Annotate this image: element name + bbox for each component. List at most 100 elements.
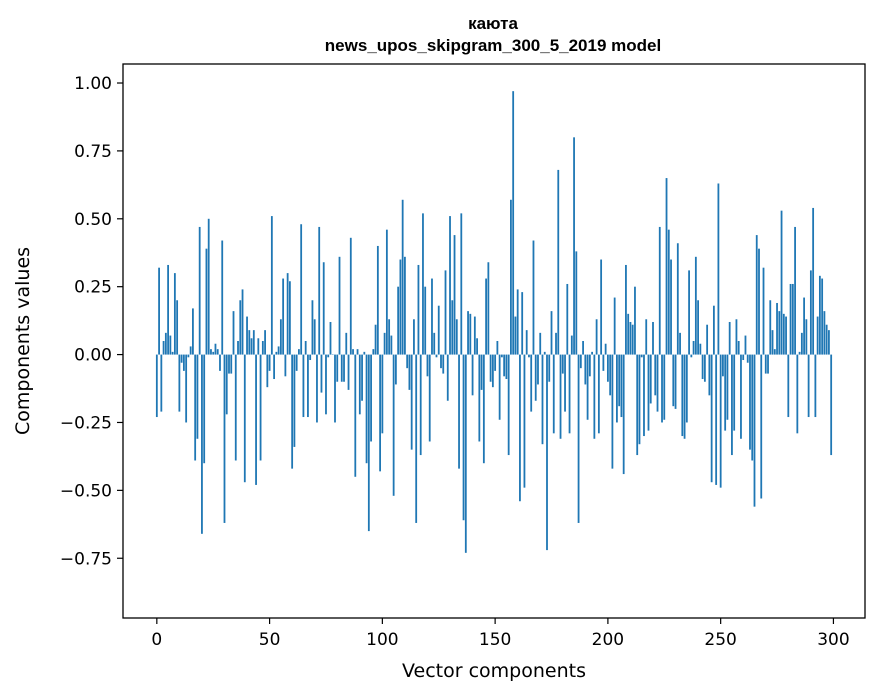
bar — [406, 354, 409, 369]
bar — [311, 300, 314, 355]
bar — [620, 354, 623, 418]
bar — [785, 316, 787, 355]
bar — [593, 354, 596, 439]
bar — [643, 354, 645, 437]
x-tick-label: 300 — [817, 630, 849, 650]
bar — [762, 267, 765, 355]
bar — [773, 349, 776, 355]
bar — [476, 338, 478, 355]
bar — [740, 354, 742, 439]
x-tick-label: 250 — [704, 630, 736, 650]
x-axis: 0 50 100 150 200 250 300 — [151, 618, 850, 650]
bar — [460, 213, 463, 355]
bar — [221, 240, 224, 355]
bar — [164, 332, 167, 355]
bar — [187, 354, 190, 358]
bar — [791, 283, 794, 355]
bar — [634, 286, 636, 355]
bar — [579, 354, 582, 369]
bar — [674, 354, 677, 409]
bar — [742, 354, 745, 361]
y-tick-label: 0.50 — [74, 210, 112, 230]
bar — [252, 330, 255, 355]
bar — [480, 354, 483, 390]
bar — [288, 281, 291, 355]
x-tick-label: 200 — [592, 630, 624, 650]
bar — [663, 354, 666, 420]
bar — [561, 354, 564, 374]
bar — [162, 341, 165, 355]
bar — [491, 354, 494, 388]
bar — [706, 324, 709, 355]
bar — [482, 354, 485, 464]
bar — [685, 354, 688, 423]
bar — [309, 354, 312, 361]
bar — [627, 313, 630, 355]
bar — [710, 354, 713, 483]
bar-series — [155, 91, 833, 553]
bar — [207, 218, 210, 355]
bar — [670, 259, 672, 355]
bar — [496, 341, 499, 355]
bar — [769, 300, 772, 355]
bar — [489, 354, 492, 382]
bar — [789, 283, 792, 355]
bar — [358, 354, 361, 415]
bar — [419, 354, 422, 456]
bar — [733, 354, 736, 431]
bar — [352, 349, 354, 355]
bar — [365, 354, 368, 464]
bar — [812, 207, 815, 355]
bar — [760, 354, 763, 499]
bar — [699, 343, 702, 355]
bar — [201, 354, 203, 534]
bar — [717, 183, 720, 355]
bar — [155, 354, 158, 418]
bar — [404, 256, 406, 355]
bar — [205, 248, 208, 355]
y-tick-label: 0.00 — [74, 346, 112, 366]
bar — [399, 259, 402, 355]
bar — [523, 354, 526, 488]
bar — [814, 354, 817, 418]
bar — [446, 354, 449, 401]
bar — [390, 335, 393, 355]
bar — [464, 354, 467, 553]
bar — [214, 343, 217, 355]
bar — [318, 226, 321, 355]
bar — [279, 319, 282, 355]
bar — [798, 351, 801, 355]
bar — [268, 354, 271, 371]
bar — [234, 354, 237, 461]
bar — [679, 332, 681, 355]
bar — [816, 316, 819, 355]
bar — [428, 354, 431, 442]
bar — [577, 354, 580, 523]
bar — [295, 354, 298, 371]
bar — [609, 354, 612, 396]
bar — [701, 354, 704, 380]
bar — [683, 354, 686, 439]
bar — [780, 210, 783, 355]
bar — [426, 354, 429, 377]
bar — [539, 332, 542, 355]
bar — [210, 349, 212, 355]
bar — [277, 346, 280, 355]
bar — [424, 286, 427, 355]
bar — [722, 354, 724, 377]
bar — [442, 354, 445, 374]
bar — [498, 354, 501, 420]
bar — [451, 300, 454, 355]
bar — [376, 245, 379, 355]
bar — [715, 354, 718, 485]
bar — [196, 354, 199, 439]
bar — [782, 313, 785, 355]
bar — [383, 332, 386, 355]
bar — [415, 354, 418, 523]
bar — [469, 313, 472, 355]
bar — [776, 302, 778, 355]
bar — [473, 316, 476, 355]
x-axis-label: Vector components — [402, 660, 586, 682]
x-tick-label: 0 — [151, 630, 162, 650]
x-tick-label: 150 — [479, 630, 511, 650]
